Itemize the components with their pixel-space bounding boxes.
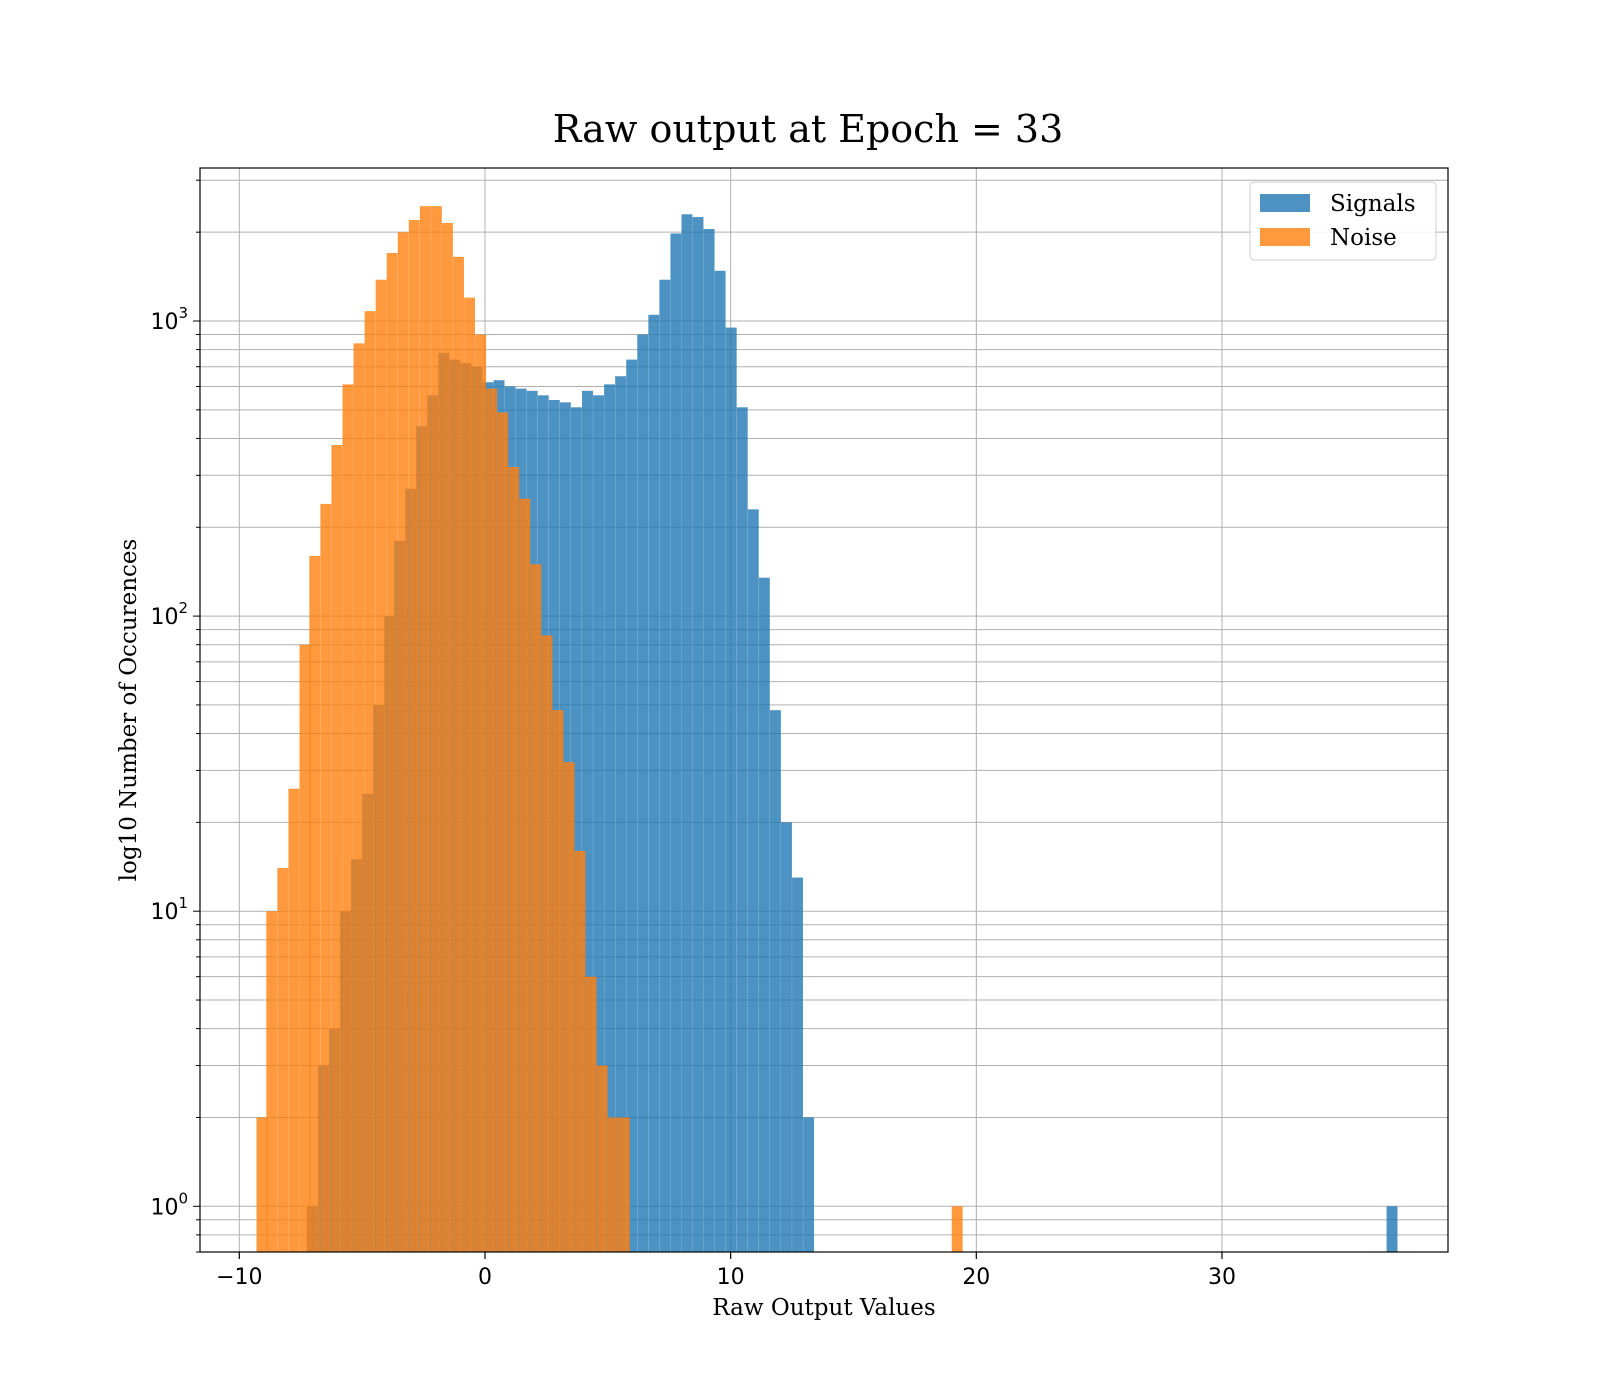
noise-bar: [256, 1117, 268, 1252]
noise-bar: [486, 388, 498, 1252]
noise-bar: [299, 644, 311, 1252]
x-tick-label: 10: [717, 1265, 745, 1290]
noise-bar: [364, 311, 376, 1252]
x-tick-label: 20: [962, 1265, 990, 1290]
signals-bar: [582, 390, 593, 1253]
signals-bar: [703, 229, 715, 1252]
y-tick-label: 101: [150, 894, 188, 925]
signals-bar: [615, 376, 627, 1253]
signals-bar: [714, 270, 726, 1252]
signals-bar: [648, 314, 660, 1253]
signals-bar: [604, 384, 616, 1252]
noise-bar: [585, 976, 597, 1252]
signals-outlier-bar: [1386, 1206, 1398, 1252]
noise-bar: [353, 343, 365, 1252]
legend-label-signals: Signals: [1330, 191, 1416, 217]
y-tick-label: 103: [150, 304, 188, 335]
noise-bar: [497, 412, 509, 1252]
signals-bar: [570, 407, 582, 1253]
noise-bar: [541, 635, 553, 1252]
signals-bar: [725, 327, 737, 1252]
signals-bar: [692, 217, 704, 1253]
y-axis-ticks: 100 101 102 103: [150, 179, 200, 1253]
x-axis-label: Raw Output Values: [712, 1295, 935, 1321]
noise-bar: [288, 788, 300, 1252]
noise-bar: [596, 1065, 608, 1252]
signals-bar: [792, 877, 803, 1252]
noise-bar: [519, 498, 531, 1253]
signals-bar: [593, 395, 604, 1252]
noise-bar: [563, 762, 575, 1252]
x-tick-label: 30: [1208, 1265, 1236, 1290]
noise-bars: [256, 206, 963, 1253]
noise-bar: [530, 564, 542, 1252]
signals-bar: [659, 279, 671, 1253]
plot-area: [199, 167, 1449, 1253]
legend-label-noise: Noise: [1330, 225, 1397, 251]
chart-title: Raw output at Epoch = 33: [553, 107, 1064, 151]
noise-bar: [386, 253, 398, 1252]
noise-bar: [453, 256, 464, 1252]
noise-bar: [618, 1117, 630, 1252]
y-tick-label: 102: [150, 599, 188, 630]
noise-bar: [419, 206, 431, 1252]
signals-bar: [758, 577, 770, 1252]
noise-bar: [397, 232, 409, 1252]
legend-swatch-signals: [1260, 194, 1310, 212]
noise-bar: [342, 384, 354, 1252]
noise-bar: [320, 503, 332, 1252]
legend-swatch-noise: [1260, 228, 1310, 246]
noise-bar: [951, 1206, 963, 1252]
noise-bar: [552, 710, 564, 1252]
signals-bar: [781, 822, 792, 1252]
y-tick-label: 100: [150, 1189, 188, 1220]
noise-bar: [277, 868, 289, 1252]
signals-bar: [626, 359, 638, 1252]
noise-bar: [574, 850, 586, 1252]
noise-bar: [475, 334, 487, 1252]
signals-bar: [681, 214, 693, 1253]
y-axis-label: log10 Number of Occurences: [116, 539, 142, 882]
noise-bar: [464, 297, 476, 1253]
x-tick-label: −10: [216, 1265, 262, 1290]
noise-bar: [508, 467, 520, 1252]
legend: Signals Noise: [1249, 181, 1437, 261]
noise-bar: [607, 1117, 619, 1252]
signals-bar: [736, 407, 748, 1253]
signals-bar: [637, 334, 649, 1252]
noise-bar: [408, 219, 420, 1252]
noise-bar: [375, 279, 387, 1253]
signals-bar: [803, 1117, 815, 1252]
plot-frame: [199, 167, 1449, 1253]
signals-bar: [747, 509, 759, 1252]
x-axis-ticks: −10 0 10 20 30: [216, 1252, 1236, 1290]
signals-bar: [769, 710, 781, 1252]
noise-bar: [266, 911, 278, 1252]
noise-bar: [331, 445, 343, 1252]
noise-bar: [309, 555, 321, 1252]
x-tick-label: 0: [478, 1265, 492, 1290]
signals-bar: [670, 233, 682, 1252]
noise-bar: [430, 206, 442, 1252]
noise-bar: [441, 222, 453, 1252]
